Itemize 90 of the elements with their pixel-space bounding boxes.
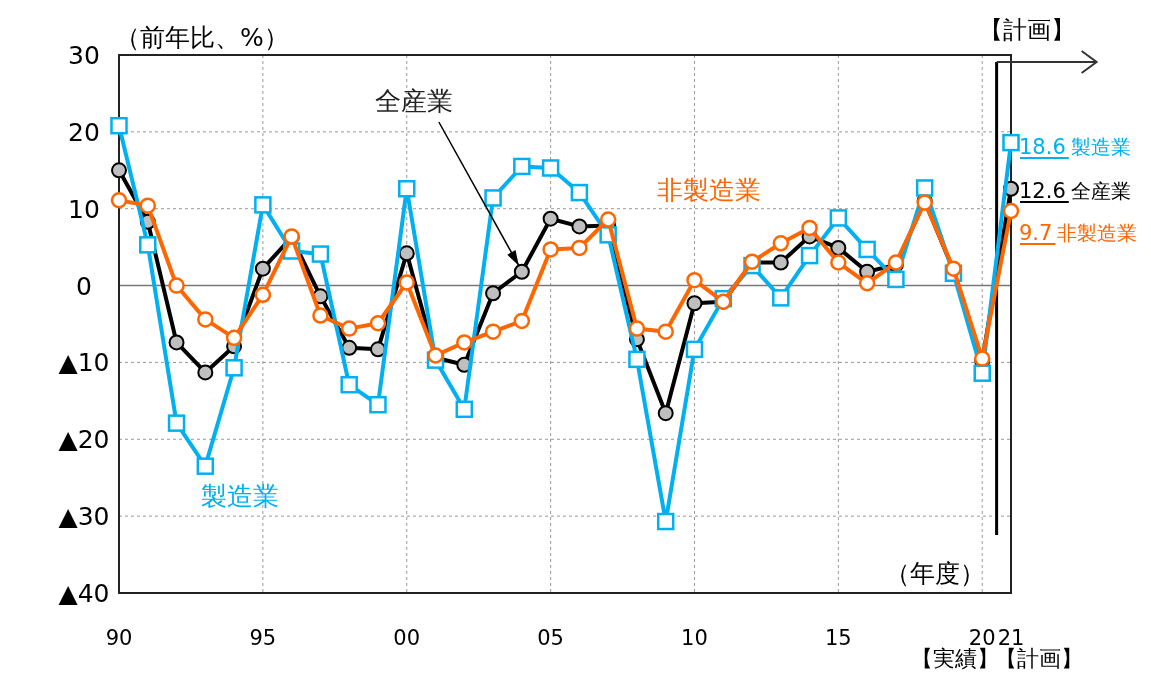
point <box>168 277 185 294</box>
point <box>254 286 272 304</box>
point <box>858 240 876 259</box>
point <box>484 323 502 340</box>
point <box>312 307 329 324</box>
point <box>656 512 675 531</box>
data-label: 18.6 <box>1019 135 1066 159</box>
point <box>225 359 243 377</box>
y-tick-label: 30 <box>68 41 100 70</box>
text: 製造業 <box>1070 135 1131 159</box>
y-tick-label: 0 <box>76 271 92 301</box>
point <box>800 246 819 265</box>
point <box>397 179 416 198</box>
point <box>340 375 358 394</box>
point <box>657 405 674 422</box>
point <box>369 395 387 414</box>
point <box>628 350 646 369</box>
point <box>571 239 588 257</box>
y-tick-label: ▲20 <box>58 425 110 455</box>
y-tick-label: ▲30 <box>58 502 110 532</box>
point <box>570 183 589 202</box>
y-tick-label: 10 <box>68 194 100 224</box>
data-label: 12.6 <box>1019 179 1066 203</box>
point <box>369 314 387 332</box>
point <box>973 364 991 382</box>
point <box>542 241 559 258</box>
point <box>139 236 157 254</box>
data-label: 9.7 <box>1019 221 1053 245</box>
y-tick-label: ▲40 <box>58 579 110 608</box>
point <box>772 254 789 271</box>
point <box>1002 202 1020 220</box>
point <box>685 340 704 359</box>
x-tick-label: 95 <box>249 626 277 650</box>
point <box>110 116 128 135</box>
point <box>168 334 185 351</box>
point <box>830 254 847 271</box>
point <box>686 271 703 289</box>
point <box>225 329 243 347</box>
point <box>541 159 560 177</box>
point <box>657 323 674 340</box>
point <box>571 218 588 235</box>
point <box>340 320 358 337</box>
point <box>111 162 127 179</box>
y-tick-label: 20 <box>68 117 100 147</box>
ref-line-label: 【計画】 <box>978 16 1075 44</box>
annotation: 全産業 <box>374 86 453 116</box>
point <box>915 179 934 197</box>
text: 全産業 <box>1070 179 1131 203</box>
point <box>801 219 818 237</box>
x-tick-label: 90 <box>105 626 133 650</box>
y-tick-label: ▲10 <box>58 348 110 378</box>
point <box>254 260 271 277</box>
x-tick-label: 00 <box>393 626 421 650</box>
point <box>829 209 848 227</box>
point <box>254 196 272 214</box>
point <box>542 210 559 227</box>
x-tick-label: 15 <box>824 626 852 650</box>
point <box>830 239 847 256</box>
point <box>167 414 186 432</box>
point <box>398 274 415 291</box>
point <box>686 295 703 312</box>
point <box>513 312 531 330</box>
point <box>455 400 474 419</box>
point <box>197 364 214 381</box>
x-tick-label: 05 <box>537 626 564 650</box>
point <box>1002 133 1020 152</box>
point <box>110 192 128 209</box>
point <box>456 334 473 351</box>
x-tick-label: 10 <box>681 626 708 650</box>
point <box>628 320 646 337</box>
x-axis-title: （年度） <box>885 559 985 588</box>
point <box>341 339 358 356</box>
point <box>858 275 876 292</box>
point <box>398 245 415 262</box>
point <box>513 263 530 280</box>
point <box>311 245 330 263</box>
point <box>887 270 905 289</box>
point <box>599 211 617 228</box>
series-label: 製造業 <box>200 480 279 511</box>
point <box>197 311 214 328</box>
y-axis-title: （前年比、%） <box>115 23 289 52</box>
point <box>484 189 502 207</box>
text: 非製造業 <box>656 175 761 206</box>
legend-label: 非製造業 <box>1057 221 1138 245</box>
point <box>139 197 157 214</box>
point <box>513 157 531 176</box>
point <box>772 289 790 307</box>
point <box>485 285 502 302</box>
point <box>772 235 790 252</box>
point <box>196 457 215 475</box>
